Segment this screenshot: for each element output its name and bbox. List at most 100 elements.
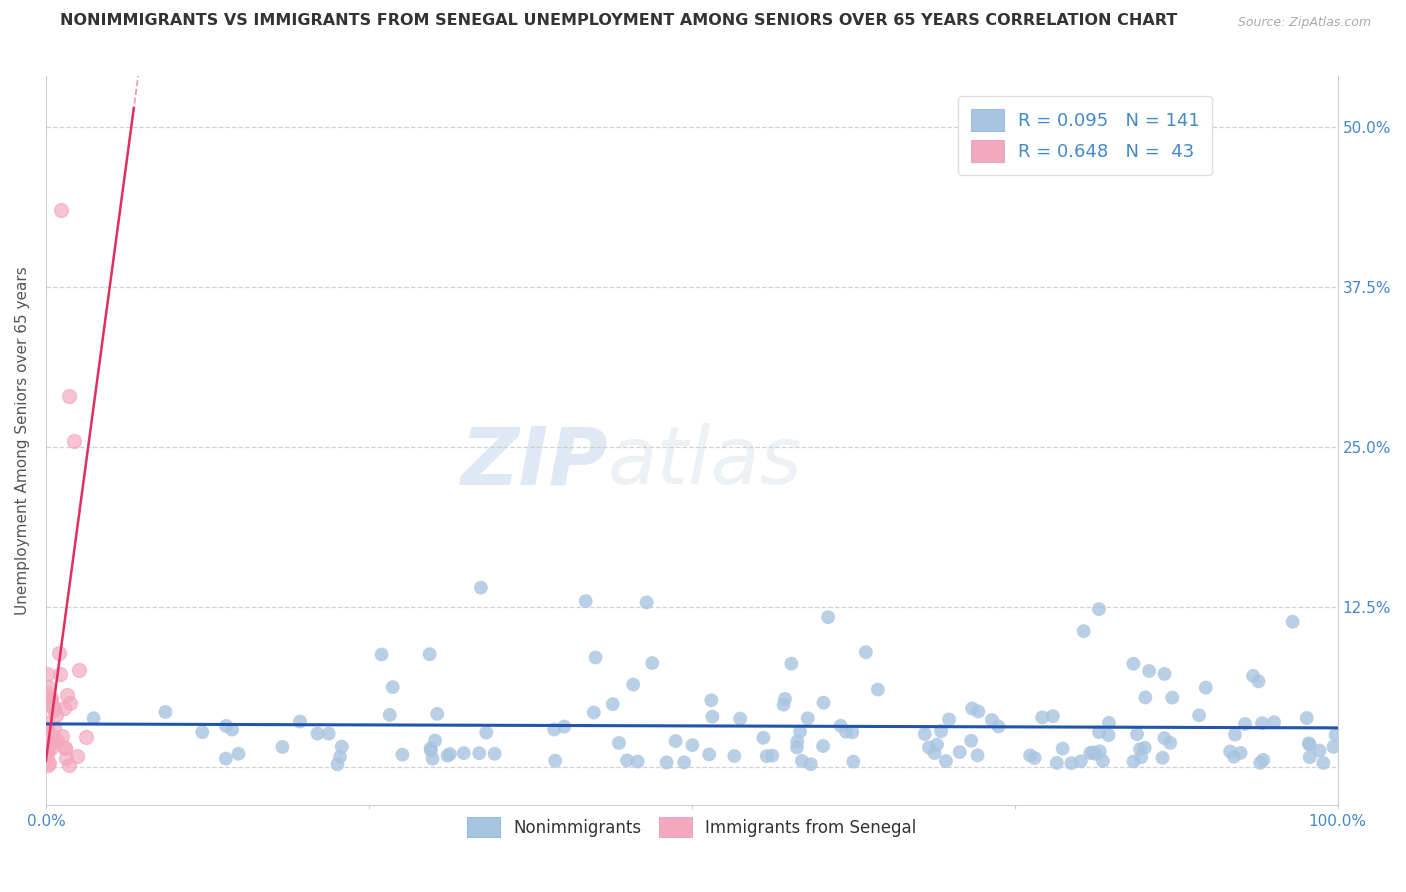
Point — [370, 648, 392, 662]
Point — [307, 726, 329, 740]
Point — [866, 682, 889, 697]
Point — [326, 757, 349, 772]
Point — [1042, 709, 1064, 723]
Point — [419, 647, 441, 661]
Point — [475, 725, 498, 739]
Point — [673, 756, 696, 770]
Point — [602, 697, 624, 711]
Point — [575, 594, 598, 608]
Point — [288, 714, 311, 729]
Point — [228, 747, 250, 761]
Legend: Nonimmigrants, Immigrants from Senegal: Nonimmigrants, Immigrants from Senegal — [460, 810, 924, 844]
Point — [470, 581, 492, 595]
Point — [42, 734, 65, 748]
Point — [789, 724, 811, 739]
Point — [35, 715, 58, 730]
Point — [1081, 745, 1104, 759]
Point — [830, 719, 852, 733]
Point — [37, 666, 59, 681]
Point — [728, 712, 751, 726]
Point — [543, 723, 565, 737]
Point — [38, 697, 60, 711]
Point — [468, 746, 491, 760]
Point — [1251, 753, 1274, 767]
Point — [1126, 727, 1149, 741]
Point — [39, 692, 62, 706]
Point — [1070, 754, 1092, 768]
Point — [1161, 690, 1184, 705]
Point — [35, 723, 58, 738]
Point — [1241, 669, 1264, 683]
Point — [755, 749, 778, 764]
Point — [37, 727, 59, 741]
Point — [56, 688, 79, 702]
Point — [51, 203, 73, 218]
Text: ZIP: ZIP — [461, 424, 607, 501]
Point — [761, 748, 783, 763]
Point — [215, 719, 238, 733]
Point — [627, 755, 650, 769]
Point — [439, 747, 461, 761]
Point — [655, 756, 678, 770]
Point — [1098, 715, 1121, 730]
Point — [37, 692, 59, 706]
Point — [42, 732, 65, 747]
Point — [37, 686, 59, 700]
Point — [1130, 750, 1153, 764]
Point — [1088, 602, 1111, 616]
Point — [37, 744, 59, 758]
Point — [665, 734, 688, 748]
Point — [39, 691, 62, 706]
Point — [1324, 728, 1347, 742]
Point — [1153, 666, 1175, 681]
Point — [35, 744, 58, 758]
Point — [1088, 725, 1111, 739]
Point — [1195, 681, 1218, 695]
Point — [1249, 756, 1271, 770]
Point — [49, 667, 72, 681]
Point — [1088, 744, 1111, 758]
Point — [83, 711, 105, 725]
Point — [35, 730, 58, 744]
Point — [949, 745, 972, 759]
Point — [1129, 742, 1152, 756]
Point — [813, 696, 835, 710]
Point — [800, 757, 823, 772]
Point — [1152, 750, 1174, 764]
Point — [1263, 715, 1285, 730]
Point — [37, 747, 59, 762]
Point — [1251, 716, 1274, 731]
Point — [938, 713, 960, 727]
Point — [1229, 746, 1251, 760]
Point — [1091, 754, 1114, 768]
Point — [75, 730, 97, 744]
Point — [1281, 615, 1303, 629]
Point — [1084, 747, 1107, 761]
Point — [423, 733, 446, 747]
Point — [780, 657, 803, 671]
Y-axis label: Unemployment Among Seniors over 65 years: Unemployment Among Seniors over 65 years — [15, 266, 30, 615]
Point — [553, 720, 575, 734]
Point — [1073, 624, 1095, 639]
Point — [53, 701, 76, 715]
Point — [817, 610, 839, 624]
Point — [378, 707, 401, 722]
Point — [436, 748, 458, 763]
Point — [702, 709, 724, 723]
Point — [681, 738, 703, 752]
Point — [1219, 745, 1241, 759]
Point — [967, 705, 990, 719]
Point — [773, 692, 796, 706]
Point — [723, 749, 745, 764]
Point — [1299, 750, 1322, 764]
Point — [53, 740, 76, 755]
Point — [924, 746, 946, 760]
Point — [855, 645, 877, 659]
Point — [1308, 743, 1330, 757]
Point — [1122, 755, 1144, 769]
Point — [980, 713, 1002, 727]
Point — [607, 736, 630, 750]
Point — [39, 736, 62, 750]
Point — [45, 708, 67, 723]
Point — [987, 719, 1010, 733]
